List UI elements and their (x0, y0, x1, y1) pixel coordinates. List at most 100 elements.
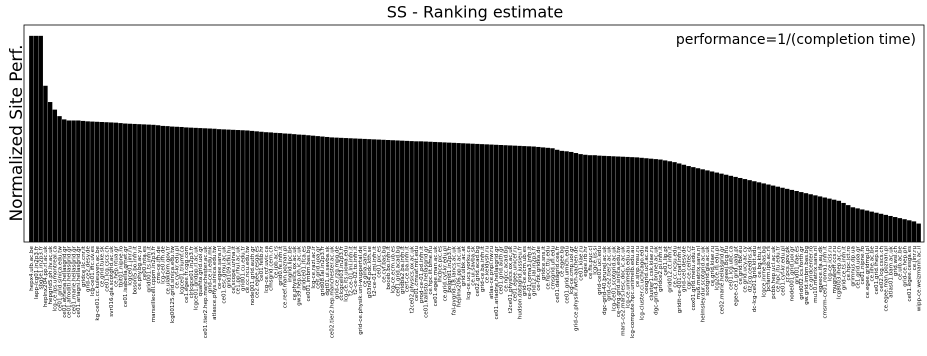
bar (296, 134, 302, 242)
x-tick-label: ce01.marie.hellasgrid.gr (71, 245, 77, 314)
x-tick-label: ce.cc.ncu.edu.tw (245, 246, 251, 294)
bar (62, 119, 67, 242)
bar (90, 121, 95, 242)
x-tick-label: dgc-grid-43.brunel.ac.uk (654, 245, 660, 315)
x-tick-label: ce.egee.bg (560, 246, 566, 277)
x-tick-label: ce.ulakbim.gov.tr (165, 245, 171, 294)
bar (33, 35, 39, 242)
bar (709, 171, 715, 242)
x-tick-label: lcgce01.jinr.ru (128, 246, 134, 286)
x-tick-label: ce.scope.unina.it (231, 245, 237, 293)
x-tick-label: ce01.isabella.grnet.gr (123, 245, 129, 307)
x-tick-label: ce01.grid.acad.bg (395, 246, 401, 297)
x-tick-label: cmsgrid.cern.ch (269, 246, 275, 291)
x-tick-label: ce.egee.gridmpl.pl (865, 246, 871, 299)
x-tick-label: node001.grid.auth.gr (250, 245, 256, 305)
x-tick-label: grid-ce.physik.rwth-aachen.de (574, 245, 580, 331)
bar (249, 130, 255, 242)
bar (601, 155, 607, 242)
x-tick-label: ce.jinr.ru (912, 246, 918, 271)
x-tick-label: ce.ngcc.acad.bg (503, 246, 509, 292)
x-tick-label: ce.egee.man.poznan.pl (884, 246, 890, 312)
bar (428, 141, 433, 242)
bar (85, 121, 90, 242)
x-tick-label: cox01.grid.metu.edu.tr (691, 245, 697, 310)
x-tick-label: grid01.ifae.es (794, 246, 800, 284)
x-tick-label: ce-fzk.gridka.de (536, 245, 542, 290)
x-tick-label: heplnx204.pp.rl.ac.uk (43, 245, 49, 307)
bar (235, 130, 241, 242)
bar (498, 145, 504, 242)
bar (517, 145, 522, 242)
x-tick-label: ce01.pic.es (377, 246, 383, 278)
bar (752, 181, 757, 242)
x-tick-label: tbit01.nipne.ro (118, 245, 124, 287)
x-tick-label: grid001.ts.infn.it (147, 245, 153, 292)
x-tick-label: cclcgceli03.in2p3.fr (339, 245, 345, 300)
x-tick-label: lcg8003.ihep.ac.cn (837, 246, 843, 299)
bar (259, 131, 264, 242)
bar (146, 124, 151, 242)
bar (540, 147, 546, 242)
x-tick-label: cmsgrid.ufl.edu (550, 246, 556, 290)
x-tick-label: marseillecell.cppm.in2p3.fr (151, 245, 157, 322)
x-tick-label: lcgce01.gridpp.rl.ac.uk (193, 245, 199, 310)
bar (723, 174, 729, 242)
bar (766, 184, 771, 242)
x-tick-label: grid-ce2.desy.de (85, 245, 91, 292)
x-tick-label: lcg-ce.its.uiowa.edu (344, 246, 350, 302)
x-tick-label: t2-ce-01.lnl.infn.it (348, 245, 354, 296)
x-tick-label: ce.hep.ntua.gr (114, 245, 120, 287)
bar (756, 182, 762, 242)
x-tick-label: ce.hpc.ict.ro (846, 245, 852, 280)
bar (376, 139, 381, 242)
bar (404, 140, 410, 242)
bar (470, 143, 475, 242)
x-tick-label: ce.hpc.iit.bme.hu (428, 246, 434, 295)
bar (860, 209, 865, 242)
bar (123, 123, 128, 242)
x-tick-label: node001.grid.uoi.gr (790, 245, 796, 301)
x-tick-label: ce02.grid.acad.bg (475, 246, 481, 297)
bar (658, 159, 663, 242)
bar (108, 122, 114, 242)
bar (841, 202, 846, 242)
x-tick-label: ce.fis.puc.cl (588, 246, 594, 280)
bar (916, 223, 921, 242)
x-tick-label: dc-lcg-ce01.grid.kit.edu (752, 246, 758, 313)
bar (282, 133, 288, 242)
bar (390, 140, 396, 242)
bar (677, 163, 682, 242)
x-tick-label: ce01.grid.umich.edu (564, 246, 570, 304)
bar (423, 141, 428, 242)
x-tick-label: ce.cyf.bas.bg (381, 246, 387, 283)
x-tick-label: ce.ipb.ac.rs (273, 246, 279, 278)
bar (733, 176, 738, 242)
bar (907, 220, 912, 242)
bar (277, 133, 283, 242)
x-tick-label: ce02.lcg.cscs.ch (879, 246, 885, 292)
bar (700, 169, 705, 242)
x-tick-label: gw39.hep.ph.ic.ac.uk (297, 245, 303, 305)
bar (695, 168, 701, 242)
bar (155, 125, 161, 242)
x-tick-label: ce.ui.savba.sk (470, 245, 476, 285)
x-tick-label: heplnx206.pp.rl.ac.uk (456, 245, 462, 307)
bar (911, 221, 917, 242)
bar (592, 155, 597, 242)
bar (526, 146, 532, 242)
bar (334, 137, 339, 242)
x-tick-label: ce.sinp.msu.ru (635, 246, 641, 288)
x-tick-label: gridce.ilc.cnr.it (81, 245, 87, 287)
x-tick-label: mugnaroff.ccs.ru (832, 246, 838, 294)
bar (559, 150, 565, 242)
bar (883, 214, 888, 242)
x-tick-label: ce01.fesb.hr (259, 245, 265, 281)
x-tick-label: ce1.pp.rhul.ac.uk (236, 245, 242, 294)
x-tick-label: dgc-grid-40.brunel.ac.uk (602, 245, 608, 315)
x-tick-label: lcgce01.triumf.ca (179, 246, 185, 294)
bar (888, 215, 893, 242)
x-tick-label: gridba2.ba.infn.it (400, 245, 406, 294)
bar (719, 173, 724, 242)
bar (263, 132, 269, 242)
